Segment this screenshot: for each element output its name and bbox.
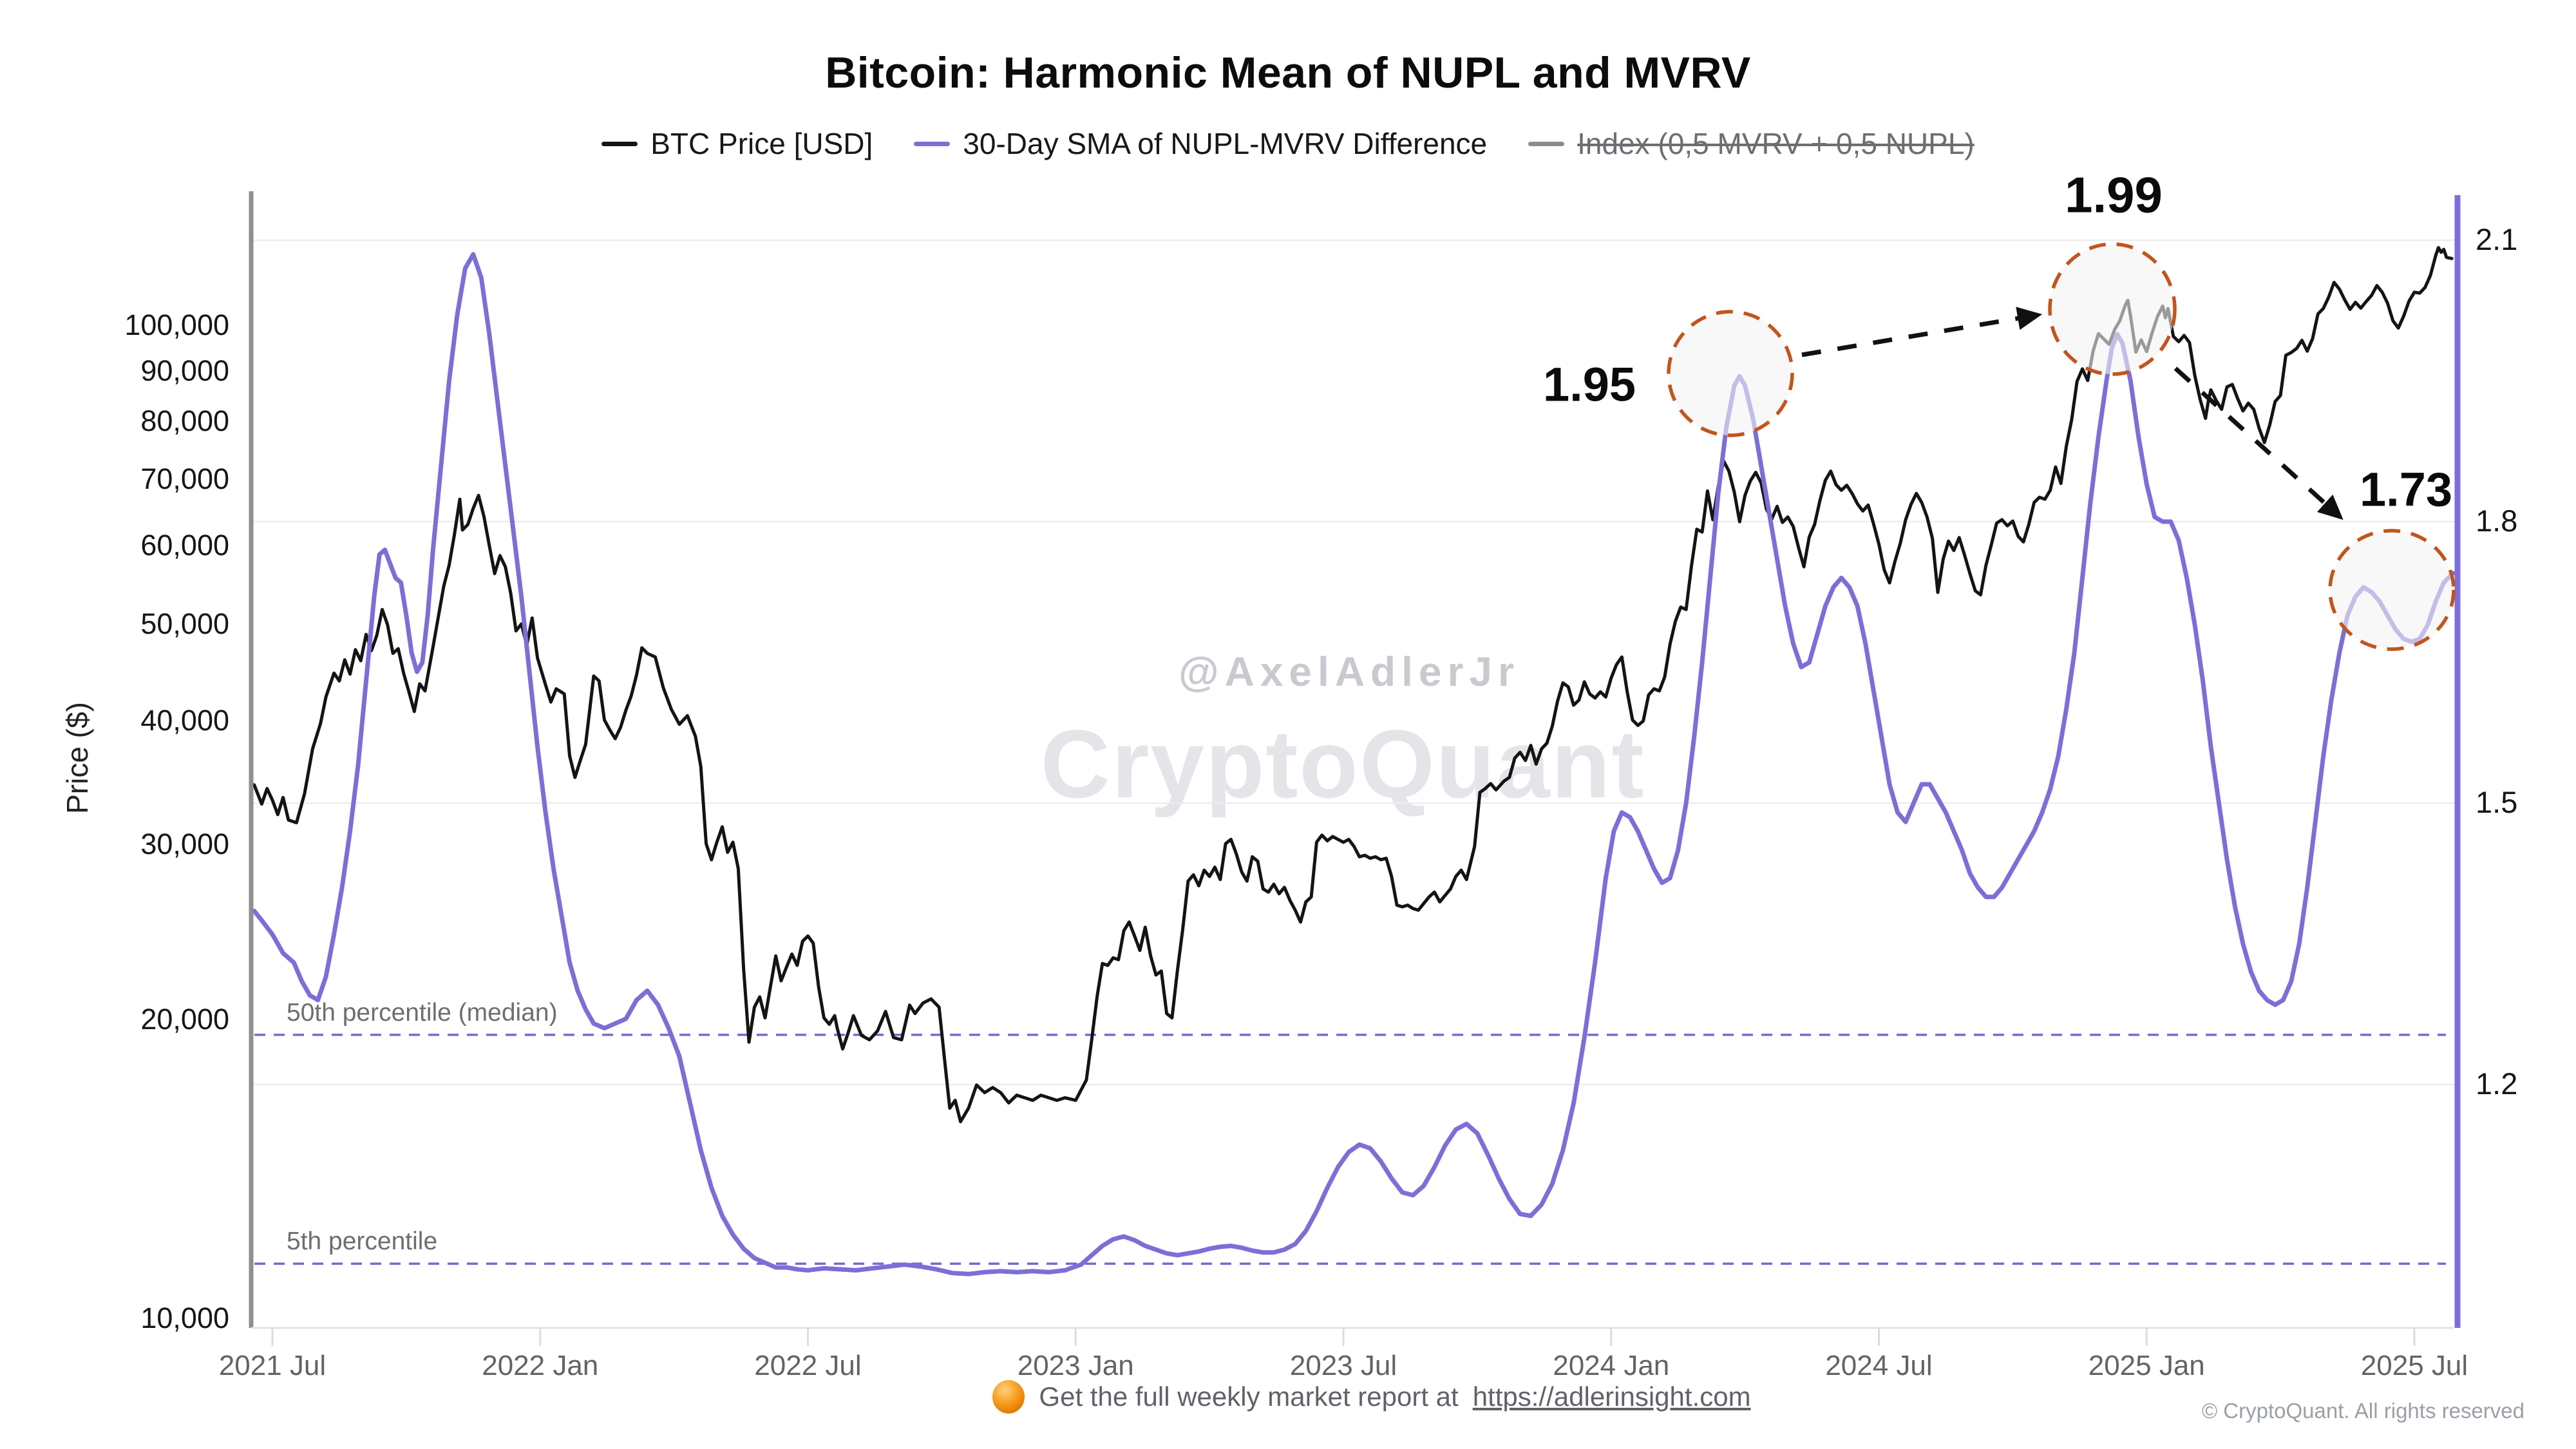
x-tick-label: 2023 Jul xyxy=(1289,1350,1397,1381)
y-left-tick-label: 90,000 xyxy=(140,354,229,387)
legend-label: Index (0,5 MVRV + 0,5 NUPL) xyxy=(1577,127,1975,160)
legend-swatch-purple-line-icon xyxy=(914,141,951,146)
y-left-tick-label: 80,000 xyxy=(140,404,229,438)
y-left-tick-label: 10,000 xyxy=(140,1302,229,1334)
annotation-shapes xyxy=(1667,242,2456,651)
y-left-tick-label: 50,000 xyxy=(140,607,229,641)
legend-item-sma-difference[interactable]: 30-Day SMA of NUPL-MVRV Difference xyxy=(914,126,1487,161)
y-left-tick-label: 30,000 xyxy=(140,828,229,861)
legend-item-btc-price[interactable]: BTC Price [USD] xyxy=(601,126,873,161)
annotation-value-1-95: 1.95 xyxy=(1542,357,1636,412)
legend-item-index-disabled[interactable]: Index (0,5 MVRV + 0,5 NUPL) xyxy=(1528,126,1975,161)
watermark-author-handle: @AxelAdlerJr xyxy=(1179,649,1520,695)
x-tick-label: 2024 Jul xyxy=(1825,1350,1933,1381)
x-tick-label: 2025 Jul xyxy=(2360,1350,2468,1381)
x-tick-label: 2023 Jan xyxy=(1017,1350,1134,1381)
x-tick-label: 2022 Jul xyxy=(754,1350,862,1381)
percentile-50-label: 50th percentile (median) xyxy=(287,998,558,1027)
annotation-value-1-73: 1.73 xyxy=(2359,462,2453,516)
y-left-tick-label: 20,000 xyxy=(140,1002,229,1036)
y-left-tick-label: 70,000 xyxy=(140,462,229,495)
x-tick-label: 2024 Jan xyxy=(1553,1350,1670,1381)
legend: BTC Price [USD] 30-Day SMA of NUPL-MVRV … xyxy=(0,126,2576,161)
y-left-tick-label: 100,000 xyxy=(124,308,229,341)
sma-difference-line xyxy=(252,252,2456,1276)
annotation-arrow-0 xyxy=(1801,307,2043,357)
y-right-tick-label: 1.2 xyxy=(2476,1066,2518,1101)
footer: Get the full weekly market report at htt… xyxy=(0,1380,2576,1414)
series-lines xyxy=(252,246,2456,1276)
legend-swatch-gray-line-icon xyxy=(1528,141,1565,146)
watermark-brand: CryptoQuant xyxy=(1040,710,1645,818)
legend-label: 30-Day SMA of NUPL-MVRV Difference xyxy=(963,127,1488,160)
y-right-tick-label: 2.1 xyxy=(2476,222,2518,256)
y-left-tick-label: 60,000 xyxy=(140,529,229,562)
annotation-circle-2 xyxy=(2328,529,2456,651)
percentile-5-label: 5th percentile xyxy=(287,1227,438,1256)
y-left-tick-label: 40,000 xyxy=(140,703,229,737)
page-title: Bitcoin: Harmonic Mean of NUPL and MVRV xyxy=(825,48,1751,97)
orange-circle-icon xyxy=(992,1380,1025,1414)
btc-price-line xyxy=(252,246,2454,1124)
x-tick-label: 2025 Jan xyxy=(2088,1350,2205,1381)
annotation-arrow-1 xyxy=(2174,366,2344,520)
y-right-tick-label: 1.8 xyxy=(2476,504,2518,538)
y-right-tick-label: 1.5 xyxy=(2476,785,2518,820)
x-tick-label: 2021 Jul xyxy=(218,1350,327,1381)
footer-report-text: Get the full weekly market report at xyxy=(1039,1381,1459,1412)
footer-report-link[interactable]: https://adlerinsight.com xyxy=(1472,1381,1751,1412)
percentile-lines xyxy=(254,1034,2446,1265)
annotation-value-1-99: 1.99 xyxy=(2065,166,2163,223)
legend-label: BTC Price [USD] xyxy=(650,127,873,160)
y-axis-title: Price ($) xyxy=(61,702,94,814)
legend-swatch-black-line-icon xyxy=(601,141,638,146)
annotation-circle-0 xyxy=(1667,310,1794,437)
x-tick-label: 2022 Jan xyxy=(482,1350,599,1381)
annotation-circle-1 xyxy=(2048,242,2177,376)
copyright-text: © CryptoQuant. All rights reserved xyxy=(2201,1399,2524,1423)
axis-spines xyxy=(249,191,2461,1346)
